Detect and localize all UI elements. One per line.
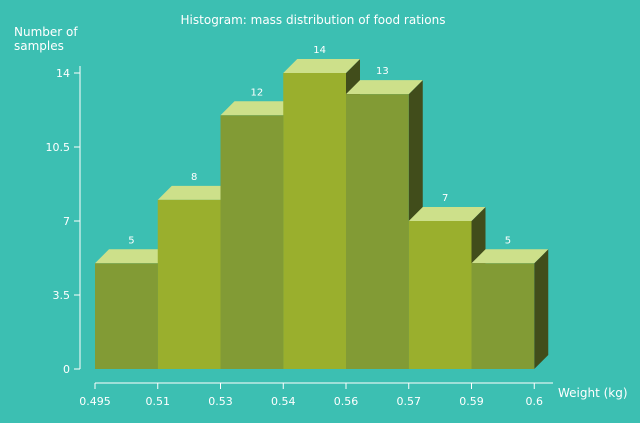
- bar-front-face: [471, 263, 535, 369]
- x-tick-label: 0.54: [271, 395, 296, 408]
- x-tick-label: 0.6: [526, 395, 544, 408]
- bar-value-label: 13: [376, 66, 389, 77]
- bar-value-label: 14: [313, 45, 326, 56]
- bar-front-face: [95, 263, 158, 369]
- y-axis-label-line-2: samples: [14, 39, 64, 53]
- bar-front-face: [220, 115, 284, 370]
- y-tick-label: 14: [56, 67, 70, 80]
- bar-top-face: [408, 207, 486, 221]
- bar: [408, 207, 486, 369]
- y-tick-label: 3.5: [53, 289, 71, 302]
- bar-side-face: [534, 249, 549, 369]
- bar-top-face: [346, 80, 423, 95]
- chart-title: Histogram: mass distribution of food rat…: [181, 13, 446, 27]
- y-tick-label: 0: [63, 363, 70, 376]
- bar-front-face: [346, 94, 409, 370]
- bar-value-label: 5: [128, 235, 134, 246]
- bar-value-label: 12: [251, 87, 264, 98]
- bar-top-face: [220, 101, 298, 116]
- x-tick-label: 0.57: [397, 395, 422, 408]
- bar-value-label: 5: [505, 235, 511, 246]
- x-tick-label: 0.51: [146, 395, 171, 408]
- text-layer: Histogram: mass distribution of food rat…: [14, 13, 628, 408]
- bar-top-face: [471, 249, 549, 264]
- bar-top-face: [95, 249, 172, 264]
- bar-value-label: 8: [191, 172, 197, 183]
- y-tick-label: 10.5: [46, 141, 71, 154]
- bar: [471, 249, 549, 369]
- y-axis-label-line-1: Number of: [14, 25, 78, 39]
- x-axis-label: Weight (kg): [558, 386, 628, 400]
- bar-top-face: [283, 59, 360, 73]
- bar-front-face: [408, 221, 472, 369]
- bar-value-label: 7: [442, 193, 448, 204]
- bar-front-face: [283, 73, 346, 369]
- y-tick-label: 7: [63, 215, 70, 228]
- x-tick-label: 0.59: [459, 395, 484, 408]
- bar-front-face: [157, 199, 221, 369]
- bar-top-face: [157, 185, 235, 200]
- axes-layer: [74, 66, 553, 389]
- x-tick-label: 0.53: [208, 395, 233, 408]
- bars-layer: [95, 59, 549, 370]
- x-tick-label: 0.56: [334, 395, 359, 408]
- x-tick-label: 0.495: [79, 395, 111, 408]
